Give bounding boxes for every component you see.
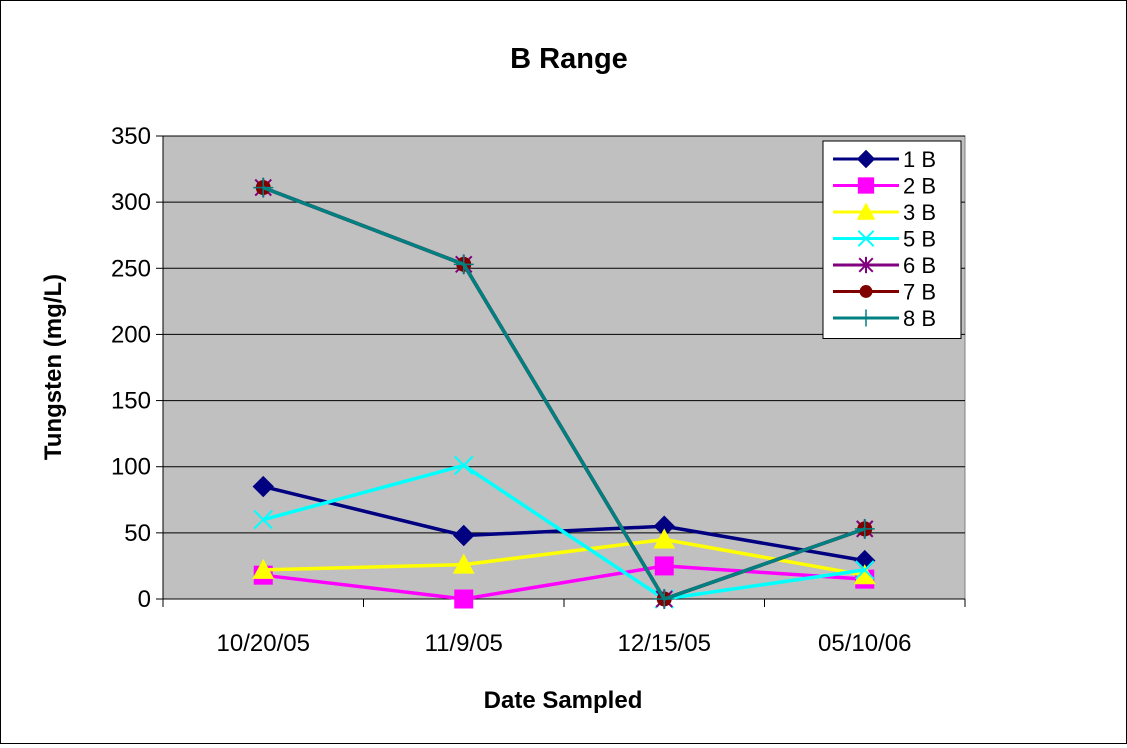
legend-label: 8 B <box>903 306 936 331</box>
y-tick-label: 350 <box>111 123 151 150</box>
legend-label: 5 B <box>903 227 936 252</box>
y-tick-label: 150 <box>111 388 151 415</box>
data-point <box>253 177 274 198</box>
legend-label: 7 B <box>903 280 936 305</box>
legend: 1 B2 B3 B5 B6 B7 B8 B <box>822 140 962 339</box>
legend-label: 6 B <box>903 253 936 278</box>
data-point <box>858 256 874 274</box>
data-point <box>454 589 474 609</box>
data-point <box>453 254 474 275</box>
legend-item: 3 B <box>833 200 936 225</box>
legend-item: 8 B <box>833 306 936 331</box>
data-point <box>454 455 474 476</box>
x-tick-label: 12/15/05 <box>618 630 711 657</box>
y-tick-label: 0 <box>138 586 151 613</box>
data-point <box>857 177 875 194</box>
data-point <box>857 309 875 327</box>
y-tick-label: 50 <box>124 520 151 547</box>
series-8-b <box>253 177 875 609</box>
data-point <box>253 509 273 530</box>
chart-title: B Range <box>510 43 628 75</box>
legend-item: 7 B <box>833 280 936 305</box>
series-line <box>263 537 866 577</box>
legend-item: 1 B <box>833 147 936 172</box>
data-point <box>252 558 275 579</box>
data-point <box>856 149 876 169</box>
x-axis-label: Date Sampled <box>484 687 643 714</box>
legend-label: 2 B <box>903 174 936 199</box>
series-line <box>262 185 866 601</box>
data-point <box>252 475 274 498</box>
series-3-b <box>252 528 876 585</box>
data-point <box>453 524 475 547</box>
data-point <box>654 556 674 576</box>
y-axis-label: Tungsten (mg/L) <box>40 274 67 460</box>
legend-item: 2 B <box>833 174 936 199</box>
legend-item: 6 B <box>833 253 936 278</box>
y-tick-label: 250 <box>111 255 151 282</box>
y-tick-label: 200 <box>111 321 151 348</box>
legend-item: 5 B <box>833 227 936 252</box>
legend-label: 3 B <box>903 200 936 225</box>
data-point <box>653 528 676 549</box>
y-tick-label: 300 <box>111 189 151 216</box>
data-point <box>654 589 675 609</box>
x-tick-label: 11/9/05 <box>425 630 503 657</box>
legend-label: 1 B <box>903 147 936 172</box>
data-point <box>854 518 875 539</box>
data-point <box>855 560 875 580</box>
y-tick-label: 100 <box>111 454 151 481</box>
x-tick-label: 10/20/05 <box>217 630 310 657</box>
data-point <box>859 285 873 298</box>
x-tick-label: 05/10/06 <box>818 630 911 657</box>
series-line <box>262 463 866 601</box>
data-point <box>857 230 875 247</box>
data-point <box>452 553 475 574</box>
series-line <box>263 564 865 601</box>
data-point <box>856 202 876 220</box>
